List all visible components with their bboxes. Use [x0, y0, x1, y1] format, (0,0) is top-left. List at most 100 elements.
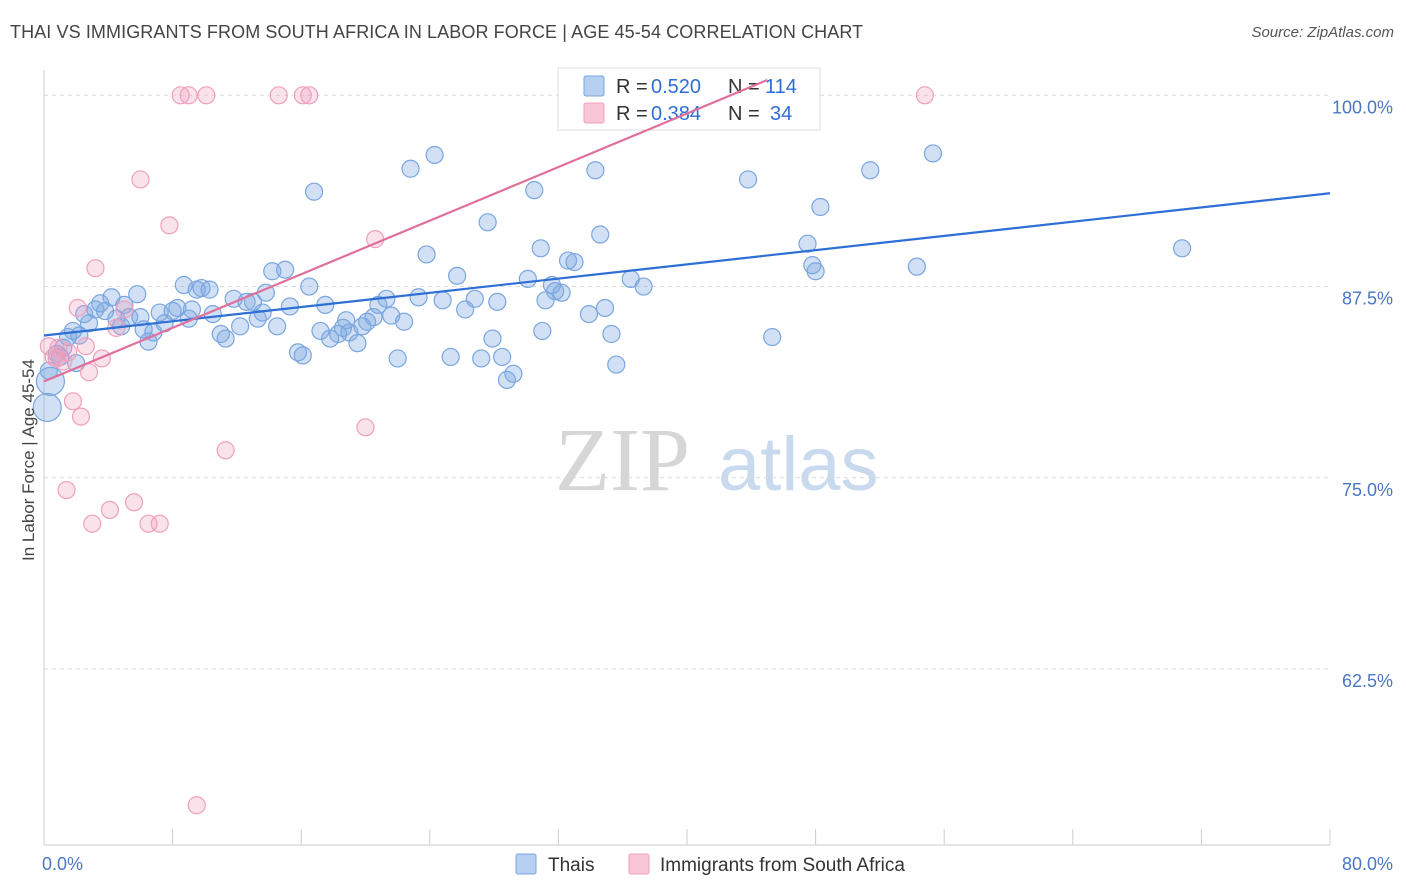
immigrants-point — [76, 337, 95, 356]
y-tick-label: 100.0% — [1332, 97, 1393, 117]
thais-point — [579, 304, 599, 324]
thais-point — [231, 317, 250, 336]
legend-r-value-immigrants: 0.384 — [651, 103, 701, 125]
immigrants-point — [269, 86, 288, 105]
legend-swatch-thais — [583, 75, 605, 97]
thais-point — [267, 317, 287, 336]
thais-point — [182, 300, 201, 319]
thais-point — [348, 334, 367, 353]
bottom-legend-swatch-immigrants — [628, 853, 650, 875]
legend-r-label-thais: R = — [616, 76, 648, 98]
x-tick-label-max: 80.0% — [1342, 854, 1393, 874]
immigrants-point — [300, 86, 319, 105]
thais-point — [546, 282, 565, 301]
immigrants-point — [356, 418, 375, 437]
chart-title: THAI VS IMMIGRANTS FROM SOUTH AFRICA IN … — [10, 22, 864, 42]
thais-point — [607, 355, 626, 374]
immigrants-trend-line — [43, 78, 768, 383]
immigrants-point — [131, 170, 150, 189]
thais-point — [811, 197, 830, 217]
legend-n-value-thais: 114 — [765, 76, 797, 98]
thais-point — [311, 321, 330, 341]
thais-point — [394, 312, 414, 331]
immigrants-point — [100, 500, 120, 520]
thais-point — [280, 297, 300, 316]
thais-point — [586, 161, 605, 180]
immigrants-point — [68, 298, 87, 318]
thais-point — [518, 269, 537, 288]
thais-point — [337, 311, 356, 330]
immigrants-point — [179, 86, 198, 105]
immigrants-point — [124, 493, 144, 512]
thais-point — [533, 321, 552, 341]
watermark-atlas: atlas — [718, 422, 879, 507]
thais-point — [35, 366, 66, 397]
thais-point — [602, 324, 621, 344]
thais-point — [634, 277, 653, 296]
legend: R = 0.520 N = 114 R = 0.384 N = 34 — [557, 67, 821, 131]
thais-point — [493, 347, 512, 367]
source-label: Source: ZipAtlas.com — [1251, 24, 1394, 41]
thais-point — [536, 291, 555, 310]
thais-point — [293, 346, 312, 365]
thais-point — [525, 181, 544, 200]
legend-n-label-immigrants: N = — [728, 103, 760, 125]
thais-point — [200, 280, 219, 299]
thais-point — [358, 312, 377, 331]
thais-point — [465, 289, 484, 308]
y-tick-label: 75.0% — [1342, 480, 1393, 500]
y-tick-label: 87.5% — [1342, 289, 1393, 309]
immigrants-point — [115, 300, 134, 319]
thais-point — [1173, 239, 1192, 258]
immigrants-point — [47, 349, 66, 368]
thais-point — [433, 291, 452, 310]
trend-lines — [43, 78, 1331, 383]
watermark-zip: ZIP — [555, 411, 690, 510]
immigrants-point — [71, 407, 91, 426]
thais-point — [595, 298, 615, 318]
thais-point — [401, 159, 420, 178]
thais-point — [806, 262, 825, 281]
bottom-legend-label-immigrants: Immigrants from South Africa — [660, 855, 905, 876]
data-points — [32, 86, 1192, 815]
thais-point — [488, 292, 507, 311]
immigrants-point — [83, 514, 102, 533]
thais-point — [216, 329, 235, 348]
thais-point — [417, 245, 436, 264]
thais-point — [565, 252, 584, 272]
thais-point — [276, 260, 295, 279]
legend-swatch-immigrants — [583, 102, 605, 124]
thais-trend-line — [43, 192, 1331, 337]
thais-point — [504, 364, 523, 383]
thais-point — [304, 182, 324, 201]
thais-point — [907, 257, 926, 276]
bottom-legend-label-thais: Thais — [548, 855, 594, 876]
bottom-legend-swatch-thais — [515, 853, 537, 875]
thais-point — [288, 343, 308, 362]
thais-point — [591, 225, 610, 244]
legend-r-value-thais: 0.520 — [651, 76, 701, 98]
thais-point — [531, 239, 550, 258]
thais-point — [483, 329, 502, 348]
thais-point — [425, 145, 444, 165]
immigrants-point — [59, 343, 78, 362]
thais-point — [552, 283, 571, 302]
thais-point — [558, 251, 578, 270]
thais-point — [472, 349, 491, 368]
thais-point — [923, 144, 943, 163]
thais-point — [248, 309, 267, 328]
x-tick-label-min: 0.0% — [42, 854, 83, 874]
legend-r-label-immigrants: R = — [616, 103, 648, 125]
immigrants-point — [915, 86, 935, 105]
immigrants-point — [63, 392, 83, 411]
y-tick-label: 62.5% — [1342, 671, 1393, 691]
immigrants-point — [197, 86, 216, 105]
y-axis-title: In Labor Force | Age 45-54 — [19, 359, 38, 561]
thais-point — [448, 266, 467, 285]
thais-point — [798, 234, 817, 253]
thais-point — [163, 301, 182, 321]
immigrants-point — [150, 514, 169, 533]
thais-point — [388, 349, 407, 368]
thais-point — [478, 213, 497, 232]
